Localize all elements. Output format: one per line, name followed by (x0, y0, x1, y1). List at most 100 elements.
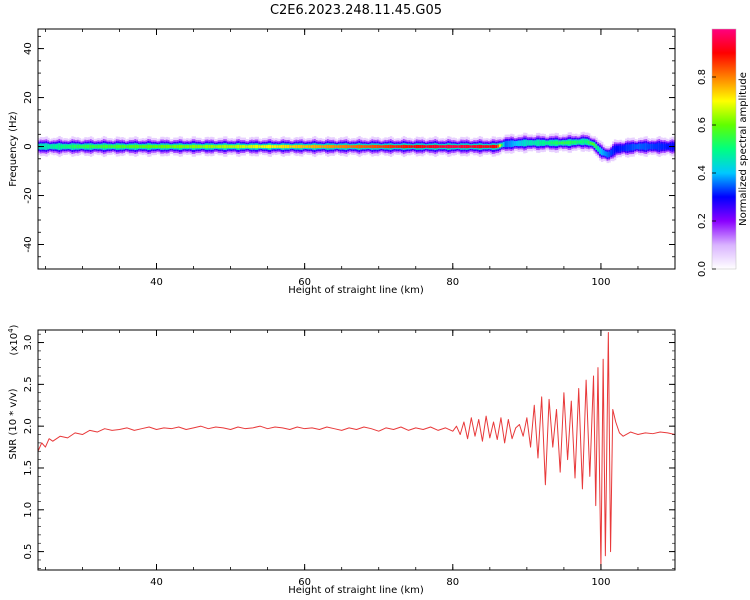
spectral-band-cell (145, 145, 148, 148)
spectral-band-cell (373, 144, 376, 149)
spectral-band-cell (236, 144, 239, 149)
spectral-band-cell (641, 145, 645, 149)
spectral-band-cell (504, 142, 508, 146)
spectral-band-cell (265, 145, 269, 148)
spectral-band-cell (445, 145, 448, 149)
spectral-band-cell (589, 141, 593, 145)
snr-scale-factor: (x104) (7, 324, 20, 355)
x-tick-label: 80 (446, 577, 459, 588)
spectral-band-cell (178, 144, 182, 149)
spectral-band-cell (497, 144, 500, 148)
snr-scale-exponent: 4 (7, 328, 15, 333)
spectral-band-cell (87, 144, 91, 149)
spectral-band-cell (393, 145, 396, 148)
spectral-band-cell (428, 145, 432, 149)
snr-panel: 40 60 80 100 0.5 1.0 1.5 2.0 2.5 3.0 Height of s… (7, 324, 676, 596)
spectral-band-cell (525, 141, 528, 145)
spectral-band-cell (91, 145, 95, 149)
spectral-band-cell (289, 145, 293, 148)
spectral-band-cell (199, 145, 202, 149)
spectral-band-cell (478, 144, 482, 149)
spectral-band-cell (125, 145, 128, 148)
spectral-band-cell (415, 144, 419, 149)
colorbar-ticks: 0.0 0.2 0.4 0.6 0.8 (697, 69, 716, 277)
spectral-band-cell (500, 143, 504, 147)
spectral-band-cell (106, 145, 109, 148)
spectral-band-cell (499, 144, 502, 148)
spectral-band-cell (325, 145, 328, 149)
spectral-band-cell (606, 153, 609, 157)
spectral-band-cell (475, 145, 478, 148)
spectral-band-cell (484, 145, 487, 148)
spectral-band-cell (54, 145, 58, 148)
spectral-band-cell (439, 145, 443, 148)
spectral-band-cell (193, 144, 196, 149)
y-tick-label: 1.0 (23, 502, 34, 518)
spectral-band-cell (173, 145, 176, 149)
spectral-band-cell (402, 144, 406, 149)
spectral-band-cell (78, 145, 82, 148)
colorbar: 0.0 0.2 0.4 0.6 0.8 Normalized spectral ampl… (697, 28, 749, 277)
spectral-band-cell (252, 145, 256, 149)
spectrogram-panel: 40 60 80 100 -40 -20 0 20 40 Height of straight… (8, 28, 676, 296)
spectral-band-cell (362, 145, 365, 148)
spectral-band-cell (347, 145, 350, 148)
spectral-band-cell (523, 141, 526, 145)
spectral-band-cell (595, 145, 598, 149)
spectral-band-cell (623, 146, 626, 150)
spectral-band-cell (545, 141, 548, 145)
spectral-band-cell (110, 145, 113, 148)
spectral-band-cell (175, 145, 178, 149)
spectral-band-cell (65, 145, 69, 148)
spectral-band-cell (210, 144, 213, 149)
spectral-band-cell (47, 145, 50, 149)
spectral-band-cell (663, 145, 667, 149)
spectral-band-cell (278, 145, 282, 148)
spectral-band-cell (341, 145, 345, 149)
spectral-band-cell (334, 145, 337, 148)
spectral-band-cell (495, 145, 498, 149)
spectral-band-cell (508, 142, 511, 146)
spectral-band-cell (662, 145, 665, 148)
spectral-band-cell (375, 145, 378, 149)
spectral-band-cell (206, 144, 209, 149)
spectral-band-cell (195, 145, 198, 149)
spectral-band-cell (599, 148, 602, 153)
spectral-band-cell (567, 140, 571, 145)
spectral-band-cell (465, 144, 469, 149)
spectral-band-cell (184, 145, 187, 148)
y-tick-label: 3.0 (23, 335, 34, 351)
spectral-band-cell (226, 145, 230, 148)
y-tick-label: 2.5 (23, 376, 34, 392)
spectral-band-cell (121, 144, 124, 149)
spectral-band-cell (417, 144, 421, 149)
spectral-band-cell (137, 145, 141, 148)
spectral-band-cell (100, 145, 104, 149)
spectral-band-cell (632, 145, 635, 149)
spectral-band-cell (610, 151, 613, 155)
spectral-band-cell (169, 145, 172, 148)
spectral-band-cell (443, 145, 446, 148)
spectral-band-cell (391, 145, 395, 149)
spectral-band-cell (152, 145, 156, 148)
spectral-band-cell (176, 145, 180, 149)
y-tick-label: 20 (23, 91, 34, 104)
spectral-band-cell (571, 140, 574, 144)
spectral-band-cell (132, 145, 135, 149)
snr-y-axis-label: SNR (10 * v/v) (8, 388, 19, 459)
spectral-band-cell (308, 145, 311, 148)
x-tick-label: 60 (298, 277, 311, 288)
spectral-band-cell (50, 145, 54, 148)
spectral-band-cell (358, 144, 361, 149)
spectral-band-cell (530, 141, 534, 145)
spectral-band-cell (550, 141, 554, 145)
spectral-band-cell (95, 145, 98, 148)
snr-frame (37, 329, 676, 571)
spectral-band-cell (287, 145, 291, 149)
spectral-band-cell (45, 144, 48, 149)
spectral-band-cell (200, 145, 204, 148)
spectral-band-cell (384, 145, 387, 149)
spectral-band-cell (328, 144, 332, 149)
spectral-band-cell (656, 144, 659, 149)
spectral-band-cell (637, 145, 641, 148)
